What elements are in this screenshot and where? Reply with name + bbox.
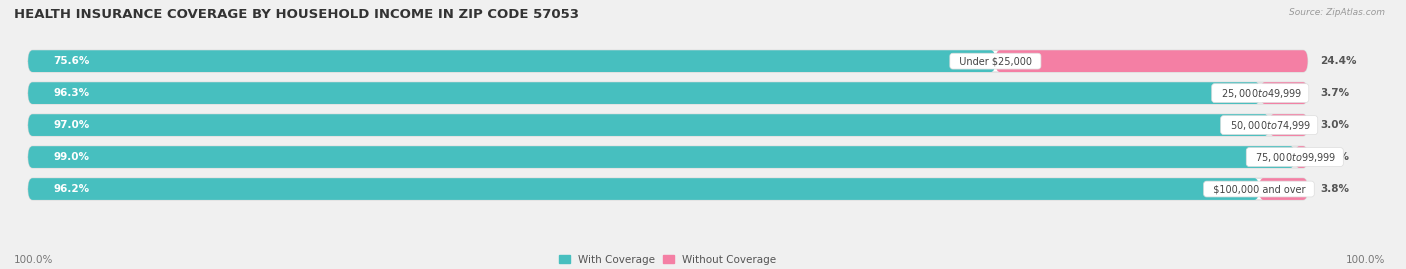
Text: $50,000 to $74,999: $50,000 to $74,999 <box>1223 119 1315 132</box>
Text: 3.0%: 3.0% <box>1320 120 1350 130</box>
FancyBboxPatch shape <box>28 50 995 72</box>
Text: 100.0%: 100.0% <box>1346 255 1385 265</box>
Text: 96.2%: 96.2% <box>53 184 90 194</box>
Text: $100,000 and over: $100,000 and over <box>1206 184 1312 194</box>
Text: 3.7%: 3.7% <box>1320 88 1350 98</box>
Text: 96.3%: 96.3% <box>53 88 90 98</box>
Text: 100.0%: 100.0% <box>14 255 53 265</box>
FancyBboxPatch shape <box>28 50 1308 72</box>
Text: 75.6%: 75.6% <box>53 56 90 66</box>
FancyBboxPatch shape <box>28 178 1258 200</box>
Legend: With Coverage, Without Coverage: With Coverage, Without Coverage <box>555 251 780 269</box>
FancyBboxPatch shape <box>1270 114 1308 136</box>
Text: 24.4%: 24.4% <box>1320 56 1357 66</box>
FancyBboxPatch shape <box>995 50 1308 72</box>
Text: 1.0%: 1.0% <box>1320 152 1350 162</box>
Text: $25,000 to $49,999: $25,000 to $49,999 <box>1215 87 1306 100</box>
Text: 99.0%: 99.0% <box>53 152 90 162</box>
Text: $75,000 to $99,999: $75,000 to $99,999 <box>1249 151 1340 164</box>
Text: Under $25,000: Under $25,000 <box>953 56 1038 66</box>
Text: Source: ZipAtlas.com: Source: ZipAtlas.com <box>1289 8 1385 17</box>
Text: HEALTH INSURANCE COVERAGE BY HOUSEHOLD INCOME IN ZIP CODE 57053: HEALTH INSURANCE COVERAGE BY HOUSEHOLD I… <box>14 8 579 21</box>
Text: 97.0%: 97.0% <box>53 120 90 130</box>
FancyBboxPatch shape <box>28 178 1308 200</box>
FancyBboxPatch shape <box>28 146 1295 168</box>
FancyBboxPatch shape <box>28 114 1270 136</box>
FancyBboxPatch shape <box>1260 82 1308 104</box>
FancyBboxPatch shape <box>28 82 1308 104</box>
FancyBboxPatch shape <box>1258 178 1308 200</box>
FancyBboxPatch shape <box>28 114 1308 136</box>
Text: 3.8%: 3.8% <box>1320 184 1350 194</box>
FancyBboxPatch shape <box>28 82 1260 104</box>
FancyBboxPatch shape <box>28 146 1308 168</box>
FancyBboxPatch shape <box>1295 146 1308 168</box>
